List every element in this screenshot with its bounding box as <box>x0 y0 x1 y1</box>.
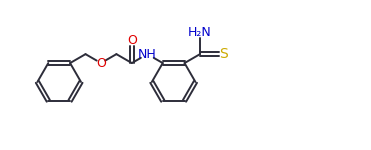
Text: O: O <box>127 34 137 47</box>
Text: S: S <box>219 47 228 61</box>
Text: O: O <box>96 57 106 70</box>
Text: NH: NH <box>138 48 157 61</box>
Text: H₂N: H₂N <box>188 26 212 39</box>
